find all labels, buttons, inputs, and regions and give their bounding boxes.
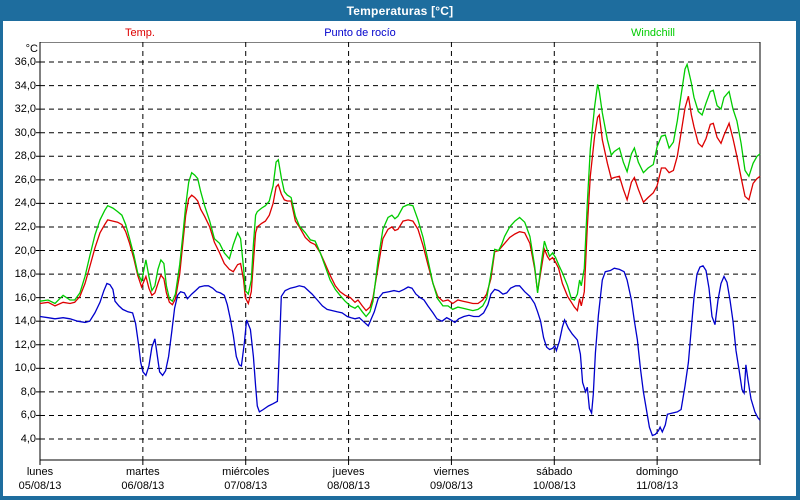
legend-item-windchill: Windchill (630, 27, 676, 39)
y-tick-label: 10,0 (14, 362, 36, 375)
x-day-label: jueves 08/08/13 (327, 465, 370, 493)
y-tick-label: 14,0 (14, 315, 36, 328)
day-name-label: miércoles (222, 466, 270, 478)
day-name-label: viernes (433, 466, 470, 478)
x-day-label: miércoles 07/08/13 (222, 465, 269, 493)
x-day-label: lunes 05/08/13 (19, 465, 62, 493)
x-day-label: martes 06/08/13 (121, 465, 164, 493)
window-border-left (0, 21, 3, 500)
x-day-label: sábado 10/08/13 (533, 465, 576, 493)
day-name-label: martes (126, 466, 160, 478)
day-date-label: 08/08/13 (327, 480, 370, 492)
y-tick-label: 34,0 (14, 79, 36, 92)
legend-item-dew-point: Punto de rocío (324, 27, 396, 39)
series-line-windchill (39, 62, 761, 318)
window-border-right (796, 21, 800, 500)
temperature-line-chart (36, 42, 761, 465)
y-tick-label: 30,0 (14, 126, 36, 139)
y-tick-label: 6,0 (20, 409, 36, 422)
y-tick-label: 24,0 (14, 197, 36, 210)
page-title: Temperaturas [°C] (346, 4, 454, 18)
y-tick-label: 12,0 (14, 338, 36, 351)
y-tick-label: 16,0 (14, 291, 36, 304)
y-tick-label: 36,0 (14, 56, 36, 68)
legend-item-temp: Temp. (125, 27, 155, 39)
y-tick-label: 26,0 (14, 173, 36, 186)
plot-frame (39, 42, 761, 461)
y-tick-label: 32,0 (14, 103, 36, 116)
day-date-label: 09/08/13 (430, 480, 473, 492)
y-axis-unit-label: °C (25, 43, 38, 55)
day-name-label: lunes (26, 466, 54, 478)
y-tick-label: 28,0 (14, 150, 36, 163)
day-date-label: 07/08/13 (224, 480, 268, 492)
day-date-label: 05/08/13 (18, 480, 62, 492)
day-date-label: 06/08/13 (121, 480, 165, 492)
y-tick-label: 20,0 (14, 244, 36, 257)
y-tick-label: 22,0 (14, 220, 36, 233)
day-name-label: sábado (536, 466, 573, 478)
series-line-punto-de-roc-o (39, 264, 761, 437)
x-day-label: viernes 09/08/13 (430, 465, 473, 493)
window-border-bottom (0, 496, 800, 500)
x-day-label: domingo 11/08/13 (636, 465, 678, 493)
y-tick-label: 4,0 (20, 433, 36, 445)
day-date-label: 11/08/13 (636, 480, 679, 492)
title-bar: Temperaturas [°C] (0, 0, 800, 21)
y-tick-label: 18,0 (14, 268, 36, 281)
day-date-label: 10/08/13 (532, 480, 576, 492)
day-name-label: domingo (636, 466, 679, 478)
series-line-temp- (39, 96, 761, 313)
y-tick-label: 8,0 (20, 385, 36, 398)
day-name-label: jueves (332, 466, 365, 478)
